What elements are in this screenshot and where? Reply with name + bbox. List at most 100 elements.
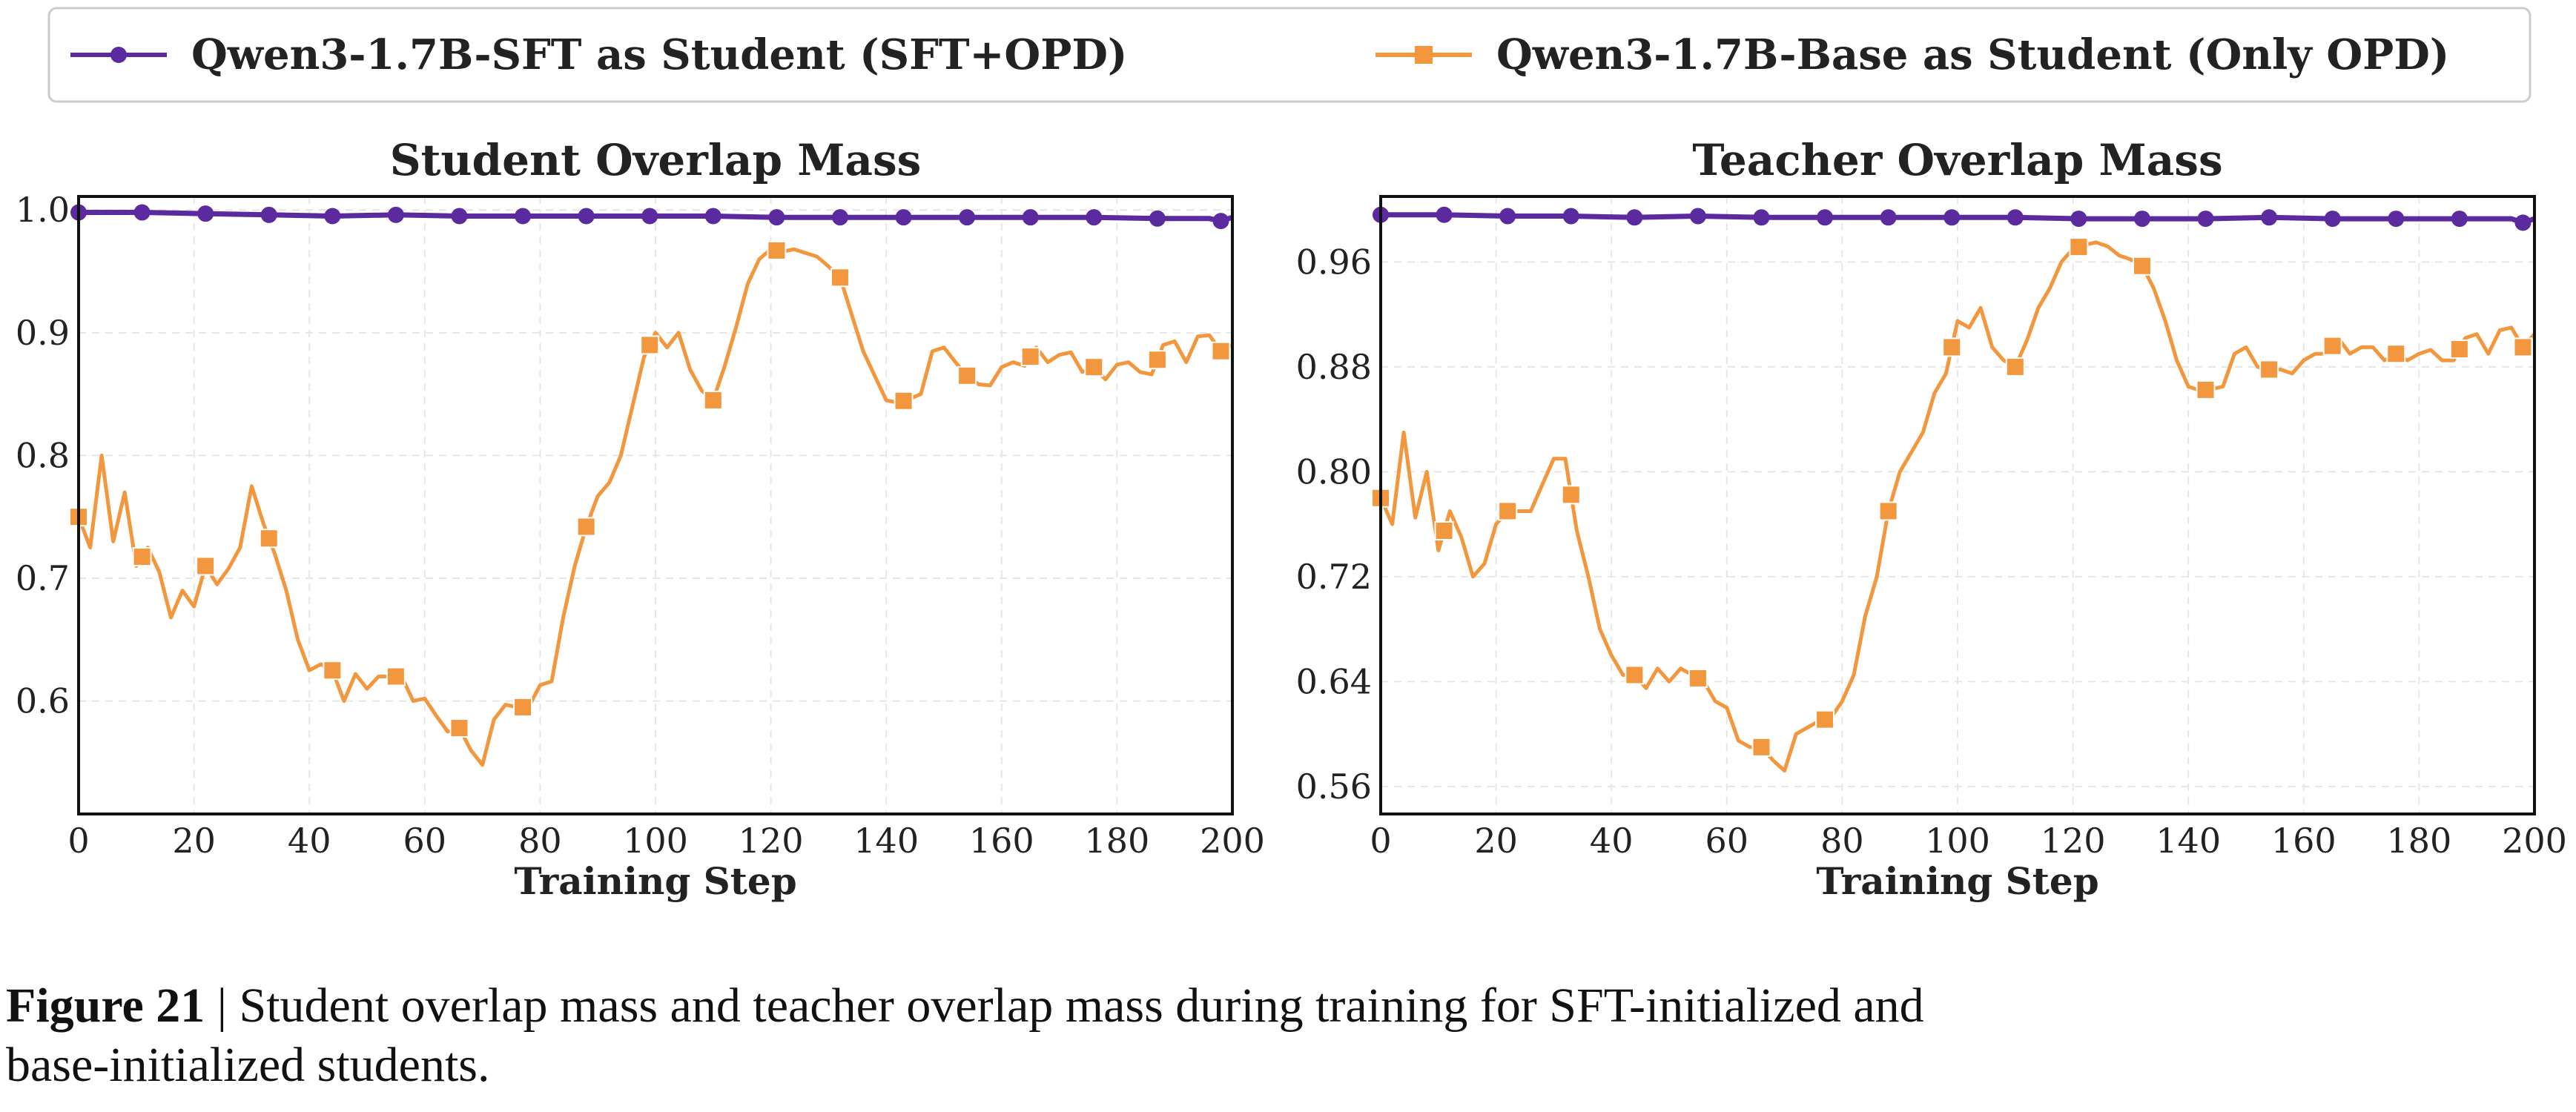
x-tick-label: 120 (2041, 821, 2106, 861)
sft-data-point (2451, 211, 2468, 228)
plot-frame (1379, 195, 2536, 815)
legend-marker-sft (110, 47, 127, 63)
x-tick-label: 180 (1084, 821, 1149, 861)
sft-data-point (831, 209, 848, 226)
y-tick-label: 0.64 (1296, 661, 1372, 701)
sft-data-point (2324, 211, 2341, 228)
base-data-point (2386, 344, 2406, 364)
sft-data-point (1817, 209, 1834, 226)
base-data-point (449, 718, 469, 738)
caption-separator: | (205, 979, 239, 1033)
x-tick-label: 160 (969, 821, 1034, 861)
x-tick-label: 100 (623, 821, 688, 861)
sft-data-point (2070, 211, 2087, 228)
base-data-point (1211, 341, 1231, 361)
base-data-point (386, 666, 406, 686)
teacher-overlap-panel: Teacher Overlap Mass 0 20 40 60 80 100 120 140 16… (1296, 135, 2567, 903)
x-tick-label: 80 (1820, 821, 1864, 861)
y-tick-label: 0.9 (16, 313, 70, 353)
caption-text-1: Student overlap mass and teacher overlap… (239, 979, 1923, 1033)
base-data-point (894, 391, 914, 411)
sft-data-point (2514, 214, 2532, 231)
sft-data-point (768, 209, 785, 226)
base-data-point (957, 365, 977, 385)
base-data-point (1434, 520, 1454, 540)
base-data-point (2513, 337, 2533, 357)
figure-caption-line1: Figure 21 | Student overlap mass and tea… (6, 979, 1924, 1033)
sft-data-point (578, 208, 595, 225)
sft-data-point (387, 206, 404, 223)
base-data-point (1561, 485, 1581, 505)
legend-label-base: Qwen3-1.7B-Base as Student (Only OPD) (1496, 30, 2449, 79)
figure-label: Figure 21 (6, 979, 205, 1033)
base-data-point (2132, 256, 2152, 276)
sft-data-point (1626, 209, 1643, 226)
base-data-point (2196, 380, 2216, 400)
base-data-point (2069, 237, 2089, 257)
sft-data-point (1943, 209, 1961, 226)
legend-label-sft: Qwen3-1.7B-SFT as Student (SFT+OPD) (191, 30, 1127, 79)
sft-data-point (260, 206, 277, 223)
base-data-point (2322, 336, 2342, 356)
y-tick-label: 0.72 (1296, 557, 1372, 597)
sft-data-point (1562, 208, 1579, 225)
sft-data-point (1212, 213, 1229, 230)
plot-frame (77, 195, 1234, 815)
base-data-point (576, 517, 596, 537)
x-tick-label: 0 (67, 821, 89, 861)
x-tick-label: 140 (2156, 821, 2221, 861)
y-tick-label: 0.8 (16, 435, 70, 475)
chart-title: Student Overlap Mass (390, 135, 922, 185)
base-data-point (513, 697, 533, 717)
base-data-point (1084, 357, 1104, 377)
sft-data-point (1499, 208, 1516, 225)
base-data-point (1751, 737, 1771, 757)
base-data-point (1498, 501, 1518, 521)
base-data-point (1020, 347, 1040, 367)
base-data-point (767, 240, 787, 260)
x-tick-label: 20 (172, 821, 216, 861)
sft-data-point (1436, 206, 1453, 223)
x-tick-label: 40 (288, 821, 331, 861)
base-data-point (2005, 357, 2025, 377)
sft-data-point (1022, 209, 1039, 226)
y-tick-label: 0.80 (1296, 451, 1372, 492)
y-tick-label: 0.88 (1296, 347, 1372, 387)
base-data-point (2259, 360, 2279, 380)
sft-data-point (515, 208, 532, 225)
sft-data-point (197, 205, 214, 222)
y-tick-label: 0.7 (16, 558, 70, 598)
sft-data-point (1880, 209, 1897, 226)
sft-data-point (959, 209, 976, 226)
sft-data-point (2261, 209, 2278, 226)
sft-data-point (1149, 210, 1166, 227)
sft-data-point (2133, 211, 2150, 228)
base-data-point (640, 335, 660, 355)
base-data-point (132, 547, 152, 567)
base-data-point (1942, 337, 1962, 357)
base-data-point (830, 268, 850, 288)
x-tick-label: 100 (1925, 821, 1990, 861)
sft-data-point (1753, 209, 1770, 226)
base-data-point (1878, 501, 1898, 521)
sft-data-point (2007, 209, 2024, 226)
x-axis-label: Training Step (514, 859, 796, 903)
student-overlap-panel: Student Overlap Mass 0 20 40 60 80 100 120 140 16… (16, 135, 1265, 903)
base-data-point (323, 661, 343, 681)
y-tick-label: 0.96 (1296, 242, 1372, 282)
sft-data-point (451, 208, 468, 225)
x-axis-label: Training Step (1816, 859, 2098, 903)
x-tick-label: 160 (2271, 821, 2336, 861)
sft-data-point (2388, 211, 2405, 228)
y-tick-label: 0.56 (1296, 767, 1372, 807)
base-data-point (259, 529, 279, 549)
x-tick-label: 80 (518, 821, 562, 861)
base-data-point (1625, 665, 1645, 685)
sft-data-point (1086, 209, 1103, 226)
x-tick-label: 140 (853, 821, 919, 861)
legend-box (47, 7, 2532, 103)
sft-data-point (2197, 211, 2214, 228)
x-tick-label: 180 (2386, 821, 2451, 861)
x-tick-label: 120 (739, 821, 804, 861)
